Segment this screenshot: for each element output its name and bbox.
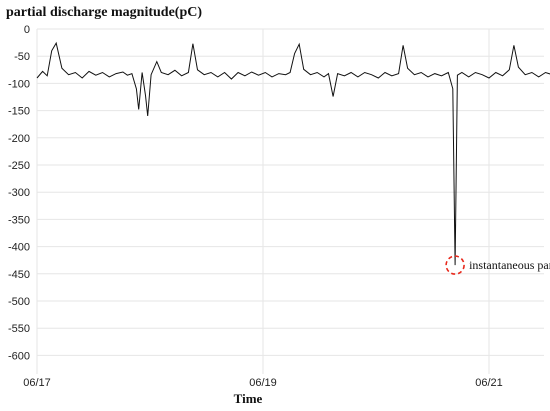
y-tick-label: -300 (8, 187, 30, 199)
x-tick-label: 06/19 (249, 377, 277, 389)
annotation-label: instantaneous partial discharge quantity… (469, 258, 550, 272)
series-line (36, 41, 550, 266)
chart-title: partial discharge magnitude(pC) (6, 5, 202, 20)
x-tick-label: 06/21 (475, 377, 503, 389)
x-axis-label: Time (234, 391, 263, 406)
y-tick-label: -450 (8, 269, 30, 281)
y-tick-label: -50 (14, 51, 30, 63)
y-tick-label: -100 (8, 78, 30, 90)
grid-layer (36, 28, 544, 374)
y-tick-label: -400 (8, 242, 30, 254)
y-tick-label: -600 (8, 350, 30, 362)
y-axis-ticks: 0 -50 -100 -150 -200 -250 -300 -350 -400 -450 -500… (8, 24, 30, 362)
y-tick-label: -150 (8, 106, 30, 118)
x-tick-label: 06/17 (23, 377, 51, 389)
annotations: instantaneous partial discharge quantity… (445, 255, 550, 275)
y-tick-label: -200 (8, 133, 30, 145)
y-tick-label: -250 (8, 160, 30, 172)
y-tick-label: 0 (24, 24, 30, 36)
y-tick-label: -350 (8, 214, 30, 226)
y-tick-label: -500 (8, 296, 30, 308)
y-tick-label: -550 (8, 323, 30, 335)
annotation-circle (445, 255, 465, 275)
